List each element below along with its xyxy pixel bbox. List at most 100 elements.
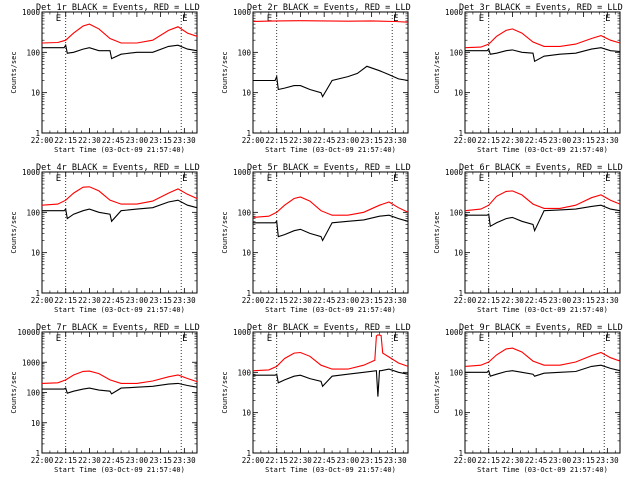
x-axis-label: Start Time (03-Oct-09 21:57:40)	[54, 146, 185, 154]
y-tick-label: 1	[458, 449, 463, 458]
y-tick-label: 1	[246, 289, 251, 298]
panel-title: Det 8r BLACK = Events, RED = LLD	[247, 323, 411, 333]
plot-frame	[252, 331, 409, 454]
series-line-lld	[41, 370, 198, 384]
y-axis-label: Counts/sec	[221, 371, 229, 413]
y-tick-label: 10	[31, 419, 41, 428]
y-tick-label: 100	[26, 389, 40, 398]
panel-title: Det 1r BLACK = Events, RED = LLD	[36, 3, 200, 13]
x-tick-label: 23:15	[572, 136, 595, 145]
event-marker-label: E	[605, 334, 610, 344]
y-tick-label: 1000	[445, 8, 464, 17]
event-marker-label: E	[267, 334, 272, 344]
y-tick-label: 1	[246, 129, 251, 138]
x-tick-label: 22:15	[54, 296, 77, 305]
x-tick-label: 22:15	[54, 136, 77, 145]
series-line-lld	[464, 28, 621, 49]
series-line-events	[253, 214, 409, 242]
x-tick-label: 23:15	[572, 456, 595, 465]
x-tick-label: 22:30	[289, 456, 312, 465]
x-tick-label: 22:00	[242, 136, 265, 145]
x-tick-label: 22:00	[31, 296, 54, 305]
x-tick-label: 22:30	[501, 296, 524, 305]
y-tick-label: 1	[35, 289, 40, 298]
x-tick-label: 23:30	[173, 296, 196, 305]
y-tick-label: 1000	[445, 328, 464, 337]
x-tick-label: 22:45	[525, 296, 548, 305]
series-line-lld	[464, 347, 621, 367]
x-tick-label: 22:00	[242, 296, 265, 305]
y-axis-label: Counts/sec	[433, 51, 441, 93]
x-axis-label: Start Time (03-Oct-09 21:57:40)	[265, 466, 396, 474]
y-tick-label: 10	[454, 249, 464, 258]
y-axis-label: Counts/sec	[10, 371, 18, 413]
y-tick-label: 1	[458, 129, 463, 138]
x-tick-label: 22:45	[102, 136, 125, 145]
x-tick-label: 23:00	[549, 136, 572, 145]
x-axis-label: Start Time (03-Oct-09 21:57:40)	[477, 306, 608, 314]
x-tick-label: 23:30	[596, 456, 619, 465]
x-tick-label: 23:15	[572, 296, 595, 305]
event-marker-label: E	[56, 174, 61, 184]
x-tick-label: 22:15	[477, 296, 500, 305]
y-axis-label: Counts/sec	[10, 51, 18, 93]
x-axis-label: Start Time (03-Oct-09 21:57:40)	[54, 466, 185, 474]
x-tick-label: 23:00	[126, 136, 149, 145]
series-line-events	[465, 364, 621, 377]
x-tick-label: 22:45	[525, 136, 548, 145]
panel-title: Det 6r BLACK = Events, RED = LLD	[459, 163, 623, 173]
panel-title: Det 9r BLACK = Events, RED = LLD	[459, 323, 623, 333]
y-axis-label: Counts/sec	[221, 211, 229, 253]
plot-frame	[41, 11, 198, 134]
event-marker-label: E	[56, 14, 61, 24]
x-tick-label: 23:30	[173, 456, 196, 465]
x-tick-label: 23:15	[149, 136, 172, 145]
panel-title: Det 2r BLACK = Events, RED = LLD	[247, 3, 411, 13]
x-tick-label: 22:15	[54, 456, 77, 465]
x-tick-label: 22:45	[102, 456, 125, 465]
x-tick-label: 23:15	[360, 296, 383, 305]
y-tick-label: 1	[35, 449, 40, 458]
x-tick-label: 23:15	[360, 456, 383, 465]
panel-title: Det 7r BLACK = Events, RED = LLD	[36, 323, 200, 333]
y-axis-label: Counts/sec	[221, 51, 229, 93]
series-line-lld	[252, 334, 409, 372]
event-marker-label: E	[56, 334, 61, 344]
panel-title: Det 4r BLACK = Events, RED = LLD	[36, 163, 200, 173]
y-tick-label: 10	[454, 409, 464, 418]
plot-frame	[252, 11, 409, 134]
x-tick-label: 22:45	[313, 456, 336, 465]
event-marker-label: E	[267, 14, 272, 24]
plot-frame	[41, 331, 198, 454]
y-tick-label: 10000	[17, 328, 40, 337]
event-marker-label: E	[393, 174, 398, 184]
x-tick-label: 22:30	[501, 456, 524, 465]
event-marker-label: E	[479, 334, 484, 344]
x-tick-label: 23:00	[549, 296, 572, 305]
x-tick-label: 23:30	[384, 456, 407, 465]
y-tick-label: 10	[31, 249, 41, 258]
x-tick-label: 22:15	[265, 296, 288, 305]
y-tick-label: 100	[237, 48, 251, 57]
x-tick-label: 22:00	[454, 456, 477, 465]
x-tick-label: 22:00	[242, 456, 265, 465]
event-marker-label: E	[393, 334, 398, 344]
y-tick-label: 100	[26, 48, 40, 57]
series-line-events	[465, 204, 621, 233]
x-tick-label: 22:15	[265, 136, 288, 145]
x-tick-label: 23:00	[337, 136, 360, 145]
plot-frame	[252, 171, 409, 294]
x-tick-label: 22:30	[78, 136, 101, 145]
y-tick-label: 100	[26, 208, 40, 217]
y-tick-label: 1000	[233, 328, 252, 337]
y-tick-label: 100	[449, 208, 463, 217]
x-tick-label: 22:30	[289, 296, 312, 305]
series-line-lld	[252, 20, 409, 23]
plot-frame	[464, 11, 621, 134]
